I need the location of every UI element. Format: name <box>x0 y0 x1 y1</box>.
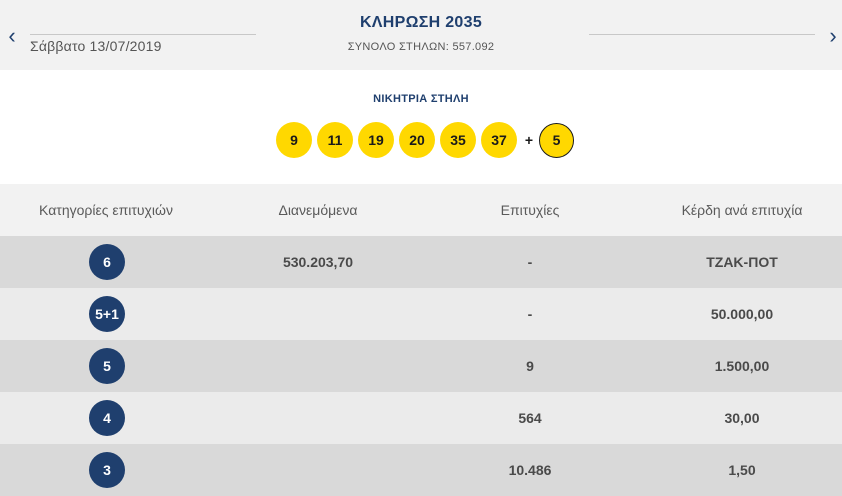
bonus-number-ball: 5 <box>539 122 574 158</box>
category-badge: 4 <box>89 400 125 436</box>
category-badge: 5+1 <box>89 296 125 332</box>
prize-amount: 1.500,00 <box>714 358 770 374</box>
winners-count: - <box>527 306 533 322</box>
winning-numbers: 9 11 19 20 35 37 + 5 <box>276 121 579 159</box>
category-badge: 3 <box>89 452 125 488</box>
draw-header: ‹ Σάββατο 13/07/2019 ΚΛΗΡΩΣΗ 2035 ΣΥΝΟΛΟ… <box>0 0 842 70</box>
winners-count: 9 <box>526 358 534 374</box>
winning-number-ball: 20 <box>399 122 435 158</box>
table-row: 6 530.203,70 - ΤΖΑΚ-ΠΟΤ <box>0 236 842 288</box>
winning-number-ball: 11 <box>317 122 353 158</box>
total-columns: ΣΥΝΟΛΟ ΣΤΗΛΩΝ: 557.092 <box>347 41 495 53</box>
winners-count: - <box>527 254 533 270</box>
prize-amount: ΤΖΑΚ-ΠΟΤ <box>706 254 778 270</box>
table-row: 3 10.486 1,50 <box>0 444 842 496</box>
prize-amount: 30,00 <box>724 410 760 426</box>
header-distributed: Διανεμόμενα <box>278 202 358 218</box>
header-divider-left <box>30 34 256 35</box>
header-prize-per-winner: Κέρδη ανά επιτυχία <box>681 202 803 218</box>
table-body: 6 530.203,70 - ΤΖΑΚ-ΠΟΤ 5+1 - 50.000,00 … <box>0 236 842 496</box>
draw-date: Σάββατο 13/07/2019 <box>30 38 162 54</box>
distributed-amount: 530.203,70 <box>282 254 354 270</box>
plus-sign: + <box>524 132 534 148</box>
winners-count: 10.486 <box>508 462 552 478</box>
category-badge: 5 <box>89 348 125 384</box>
winners-count: 564 <box>518 410 542 426</box>
next-draw-arrow-icon[interactable]: › <box>829 23 837 48</box>
winning-column-label: ΝΙΚΗΤΡΙΑ ΣΤΗΛΗ <box>373 93 469 105</box>
winning-number-ball: 35 <box>440 122 476 158</box>
table-header: Κατηγορίες επιτυχιών Διανεμόμενα Επιτυχί… <box>0 184 842 236</box>
previous-draw-arrow-icon[interactable]: ‹ <box>8 23 16 48</box>
prize-amount: 50.000,00 <box>710 306 774 322</box>
table-row: 5+1 - 50.000,00 <box>0 288 842 340</box>
header-winners: Επιτυχίες <box>500 202 560 218</box>
draw-title: ΚΛΗΡΩΣΗ 2035 <box>359 14 483 31</box>
prize-amount: 1,50 <box>728 462 756 478</box>
table-row: 5 9 1.500,00 <box>0 340 842 392</box>
winning-number-ball: 19 <box>358 122 394 158</box>
category-badge: 6 <box>89 244 125 280</box>
prize-table: Κατηγορίες επιτυχιών Διανεμόμενα Επιτυχί… <box>0 184 842 496</box>
table-row: 4 564 30,00 <box>0 392 842 444</box>
winning-number-ball: 37 <box>481 122 517 158</box>
header-divider-right <box>589 34 815 35</box>
header-categories: Κατηγορίες επιτυχιών <box>39 202 173 218</box>
winning-number-ball: 9 <box>276 122 312 158</box>
